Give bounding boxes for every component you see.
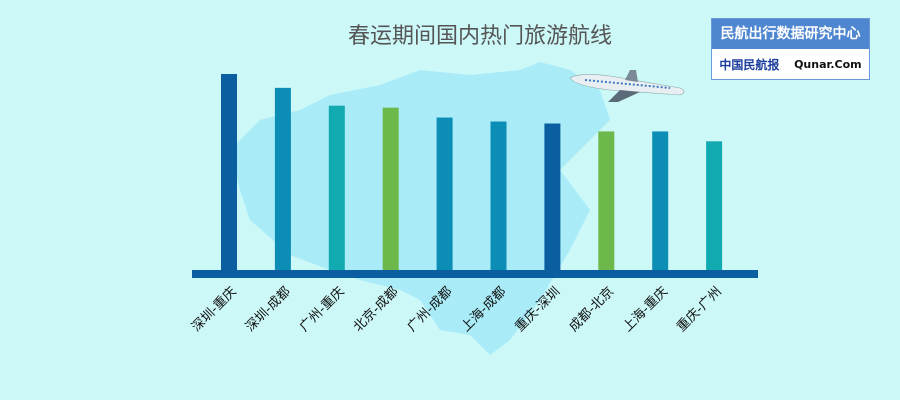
bar [490,121,507,273]
x-tick-label: 上海-重庆 [620,284,671,335]
x-tick-label: 成都-北京 [566,284,617,335]
bar [706,141,723,272]
bar [652,131,669,272]
bar [598,131,615,272]
logo-caac-news: 中国民航报 [719,57,780,72]
bar [436,117,453,272]
x-axis-baseline [192,270,758,278]
bar [274,87,291,272]
badge-title: 民航出行数据研究中心 [712,19,869,49]
bar [544,123,561,272]
x-tick-label: 深圳-重庆 [188,284,239,335]
airplane-icon [569,70,685,102]
logo-qunar: Qunar.Com [794,57,862,71]
bar [328,105,345,273]
x-tick-label: 北京-成都 [351,284,402,335]
chart-title: 春运期间国内热门旅游航线 [347,24,612,49]
x-tick-label: 重庆-广州 [674,284,725,335]
bar [221,74,237,272]
china-map [230,62,610,355]
x-tick-label: 广州-重庆 [296,284,347,335]
source-badge: 民航出行数据研究中心 中国民航报 Qunar.Com [711,18,870,80]
bar [382,107,399,272]
x-tick-label: 深圳-成都 [243,284,294,335]
